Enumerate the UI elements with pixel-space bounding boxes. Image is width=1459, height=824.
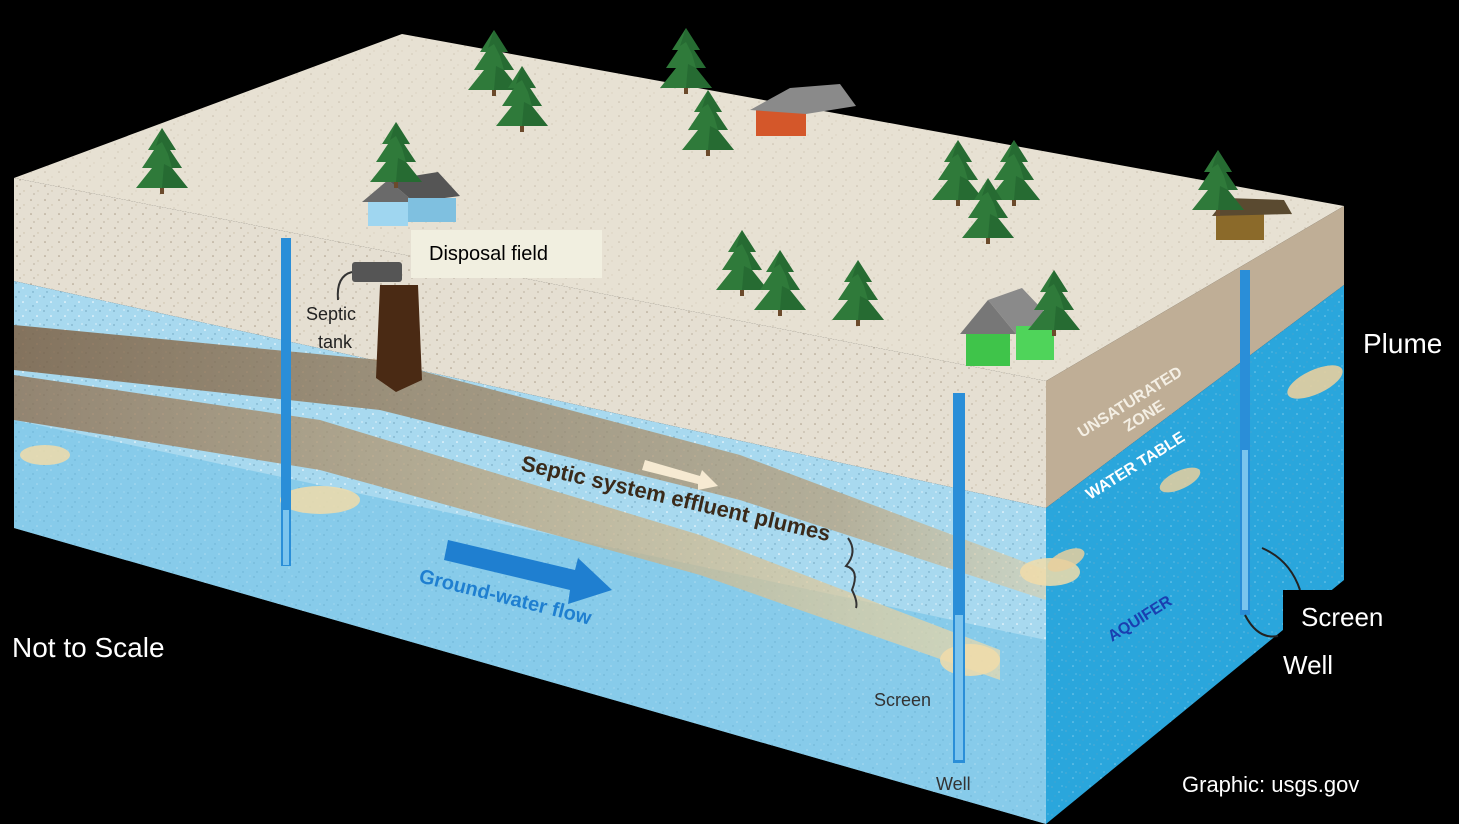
side-plume <box>1287 365 1343 399</box>
effluent-plume-lower <box>14 375 1000 680</box>
pine-tree-icon <box>660 28 712 94</box>
disposal-field-label: Disposal field <box>411 230 602 278</box>
well-left <box>281 238 291 566</box>
effluent-plume-upper <box>14 325 1046 600</box>
plume-arrow <box>642 460 718 490</box>
well-side <box>1240 270 1250 615</box>
not-to-scale-label: Not to Scale <box>12 632 165 663</box>
septic-tank <box>352 262 402 282</box>
plume-label: Plume <box>1363 328 1443 359</box>
septic-tank-label-line1: Septic <box>306 304 356 324</box>
well-right-label: Well <box>1283 650 1334 680</box>
plume-brace <box>844 537 858 609</box>
house-icon <box>750 84 856 136</box>
credit-label: Graphic: usgs.gov <box>1182 772 1360 797</box>
septic-tank-label-line2: tank <box>318 332 353 352</box>
house-icon <box>960 288 1058 366</box>
screen-front-label: Screen <box>874 690 931 710</box>
well-front-label: Well <box>936 774 971 794</box>
screen-right-label: Screen <box>1283 590 1393 646</box>
unsaturated-zone-side <box>1046 206 1344 508</box>
flow-arrow <box>444 540 612 604</box>
disposal-field-column <box>376 285 422 392</box>
